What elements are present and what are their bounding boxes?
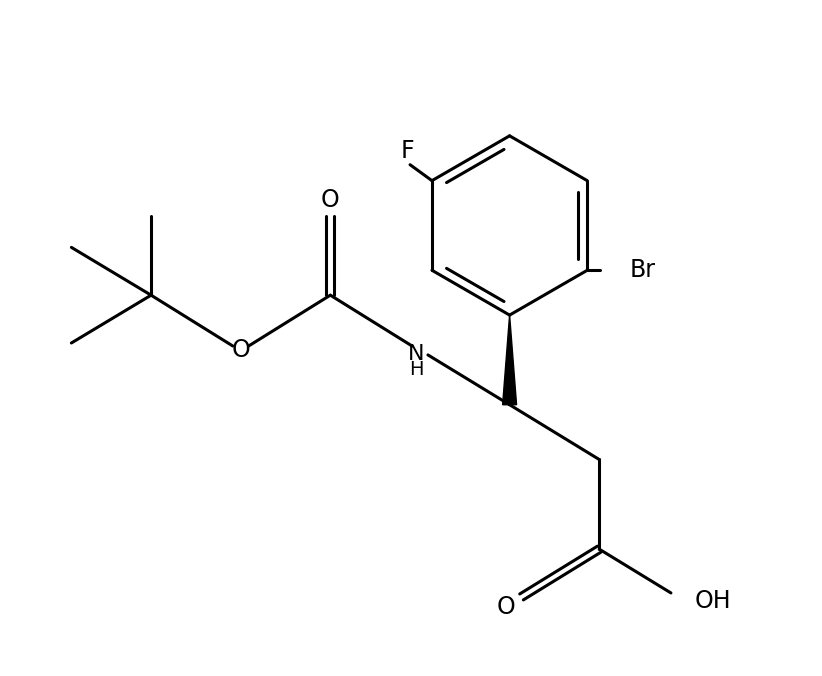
Text: O: O: [231, 338, 250, 362]
Text: F: F: [400, 139, 414, 163]
Text: Br: Br: [630, 258, 656, 283]
Polygon shape: [502, 315, 516, 405]
Text: H: H: [409, 360, 423, 379]
Text: N: N: [408, 344, 424, 364]
Text: O: O: [496, 595, 515, 619]
Text: O: O: [321, 187, 339, 212]
Text: OH: OH: [695, 589, 732, 613]
